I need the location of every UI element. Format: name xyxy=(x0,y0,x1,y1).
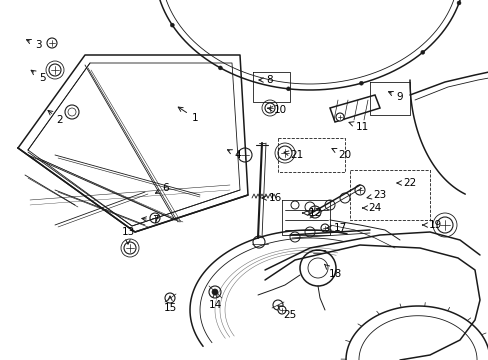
Text: 23: 23 xyxy=(366,190,386,200)
Text: 11: 11 xyxy=(348,122,368,132)
Text: 5: 5 xyxy=(31,70,45,83)
Circle shape xyxy=(286,87,290,91)
Circle shape xyxy=(212,289,218,295)
Text: 9: 9 xyxy=(387,91,403,102)
Text: 13: 13 xyxy=(121,227,134,244)
Circle shape xyxy=(124,242,136,254)
Circle shape xyxy=(170,23,174,27)
Circle shape xyxy=(278,306,285,314)
Circle shape xyxy=(335,113,343,121)
Circle shape xyxy=(218,66,222,70)
Circle shape xyxy=(49,64,61,76)
Circle shape xyxy=(320,224,328,232)
Text: 14: 14 xyxy=(208,293,221,310)
Circle shape xyxy=(299,250,335,286)
Text: 6: 6 xyxy=(155,183,169,193)
Circle shape xyxy=(47,38,57,48)
Text: 17: 17 xyxy=(326,223,346,233)
Circle shape xyxy=(278,146,291,160)
Circle shape xyxy=(150,213,160,223)
Text: 1: 1 xyxy=(178,107,198,123)
Text: 4: 4 xyxy=(227,150,241,160)
Circle shape xyxy=(436,217,452,233)
Text: 10: 10 xyxy=(267,105,286,115)
Polygon shape xyxy=(329,95,379,122)
Circle shape xyxy=(359,81,363,85)
Circle shape xyxy=(420,50,424,54)
Circle shape xyxy=(354,185,364,195)
Text: 19: 19 xyxy=(422,220,441,230)
Text: 2: 2 xyxy=(48,111,63,125)
Text: 22: 22 xyxy=(396,178,416,188)
Text: 12: 12 xyxy=(302,208,321,218)
Text: 3: 3 xyxy=(26,40,41,50)
Text: 21: 21 xyxy=(284,150,303,160)
Text: 15: 15 xyxy=(163,296,176,313)
Text: 20: 20 xyxy=(331,148,351,160)
Text: 25: 25 xyxy=(277,306,296,320)
Circle shape xyxy=(238,148,251,162)
Circle shape xyxy=(456,1,460,5)
Text: 24: 24 xyxy=(362,203,381,213)
Text: 16: 16 xyxy=(262,193,281,203)
Text: 7: 7 xyxy=(142,215,158,225)
Text: 8: 8 xyxy=(258,75,273,85)
Text: 18: 18 xyxy=(324,264,341,279)
Circle shape xyxy=(264,103,274,113)
